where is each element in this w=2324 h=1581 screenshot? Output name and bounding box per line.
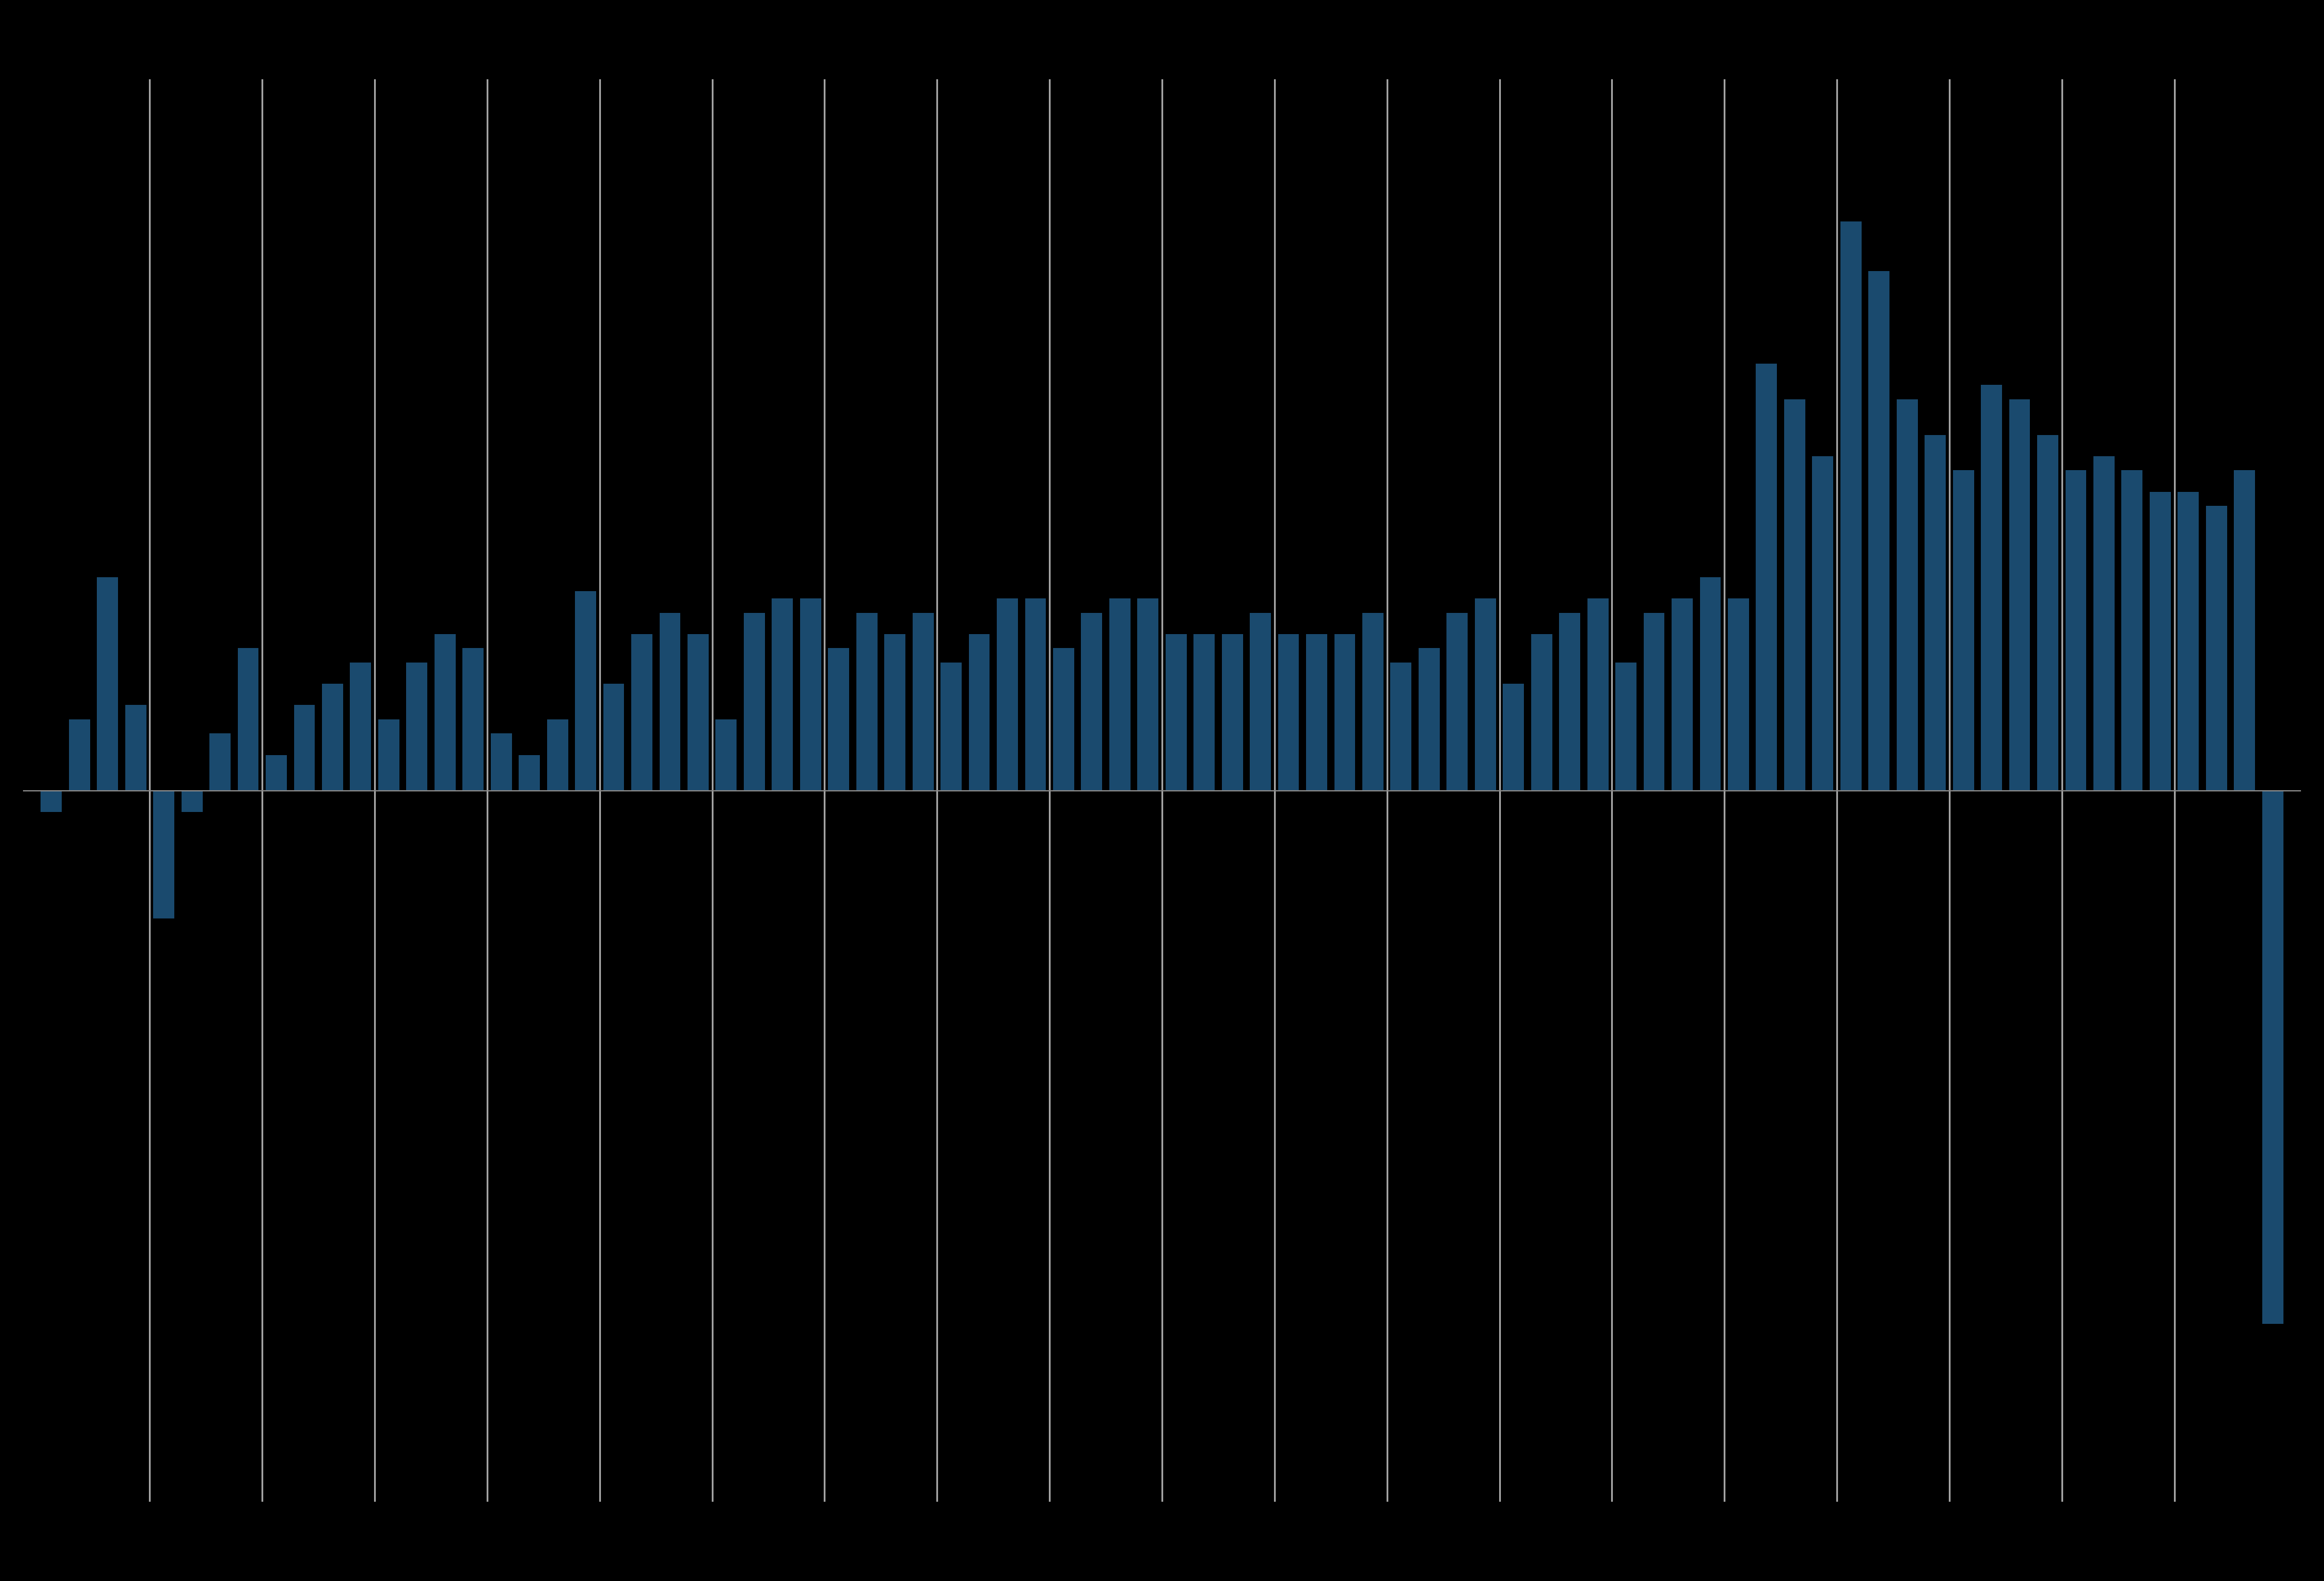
Bar: [379, 719, 400, 790]
Bar: [1446, 612, 1469, 790]
Bar: [2094, 455, 2115, 790]
Bar: [574, 591, 597, 790]
Bar: [2066, 471, 2087, 790]
Bar: [716, 719, 737, 790]
Bar: [772, 599, 792, 790]
Bar: [351, 662, 372, 790]
Bar: [42, 790, 63, 813]
Bar: [913, 612, 934, 790]
Bar: [1727, 599, 1750, 790]
Bar: [98, 577, 119, 790]
Bar: [2205, 506, 2226, 790]
Bar: [604, 683, 625, 790]
Bar: [2233, 471, 2254, 790]
Bar: [1025, 599, 1046, 790]
Bar: [1334, 634, 1355, 790]
Bar: [125, 705, 146, 790]
Bar: [407, 662, 428, 790]
Bar: [997, 599, 1018, 790]
Bar: [1081, 612, 1102, 790]
Bar: [1643, 612, 1664, 790]
Bar: [2261, 790, 2282, 1323]
Bar: [2038, 435, 2059, 790]
Bar: [744, 612, 765, 790]
Bar: [546, 719, 567, 790]
Bar: [1418, 648, 1439, 790]
Bar: [1615, 662, 1636, 790]
Bar: [153, 790, 174, 919]
Bar: [1699, 577, 1720, 790]
Bar: [799, 599, 820, 790]
Bar: [941, 662, 962, 790]
Bar: [70, 719, 91, 790]
Bar: [1476, 599, 1497, 790]
Bar: [209, 734, 230, 790]
Bar: [462, 648, 483, 790]
Bar: [1896, 398, 1917, 790]
Bar: [1222, 634, 1243, 790]
Bar: [827, 648, 848, 790]
Bar: [1559, 612, 1580, 790]
Bar: [1813, 455, 1834, 790]
Bar: [632, 634, 653, 790]
Bar: [1785, 398, 1806, 790]
Bar: [1053, 648, 1074, 790]
Bar: [885, 634, 906, 790]
Bar: [1952, 471, 1973, 790]
Bar: [1195, 634, 1215, 790]
Bar: [2150, 492, 2171, 790]
Bar: [1841, 221, 1862, 790]
Bar: [490, 734, 511, 790]
Bar: [1136, 599, 1157, 790]
Bar: [1167, 634, 1188, 790]
Bar: [1980, 384, 2001, 790]
Bar: [1504, 683, 1525, 790]
Bar: [323, 683, 344, 790]
Bar: [435, 634, 456, 790]
Bar: [1924, 435, 1945, 790]
Bar: [1278, 634, 1299, 790]
Bar: [1362, 612, 1383, 790]
Bar: [1757, 364, 1778, 790]
Bar: [1390, 662, 1411, 790]
Bar: [1250, 612, 1271, 790]
Bar: [660, 612, 681, 790]
Bar: [2008, 398, 2031, 790]
Bar: [518, 756, 539, 790]
Bar: [969, 634, 990, 790]
Bar: [237, 648, 258, 790]
Bar: [1671, 599, 1692, 790]
Bar: [855, 612, 876, 790]
Bar: [1109, 599, 1129, 790]
Bar: [688, 634, 709, 790]
Bar: [293, 705, 316, 790]
Bar: [181, 790, 202, 813]
Bar: [265, 756, 286, 790]
Bar: [2178, 492, 2199, 790]
Bar: [1587, 599, 1608, 790]
Bar: [1306, 634, 1327, 790]
Bar: [2122, 471, 2143, 790]
Bar: [1532, 634, 1552, 790]
Bar: [1868, 272, 1889, 790]
